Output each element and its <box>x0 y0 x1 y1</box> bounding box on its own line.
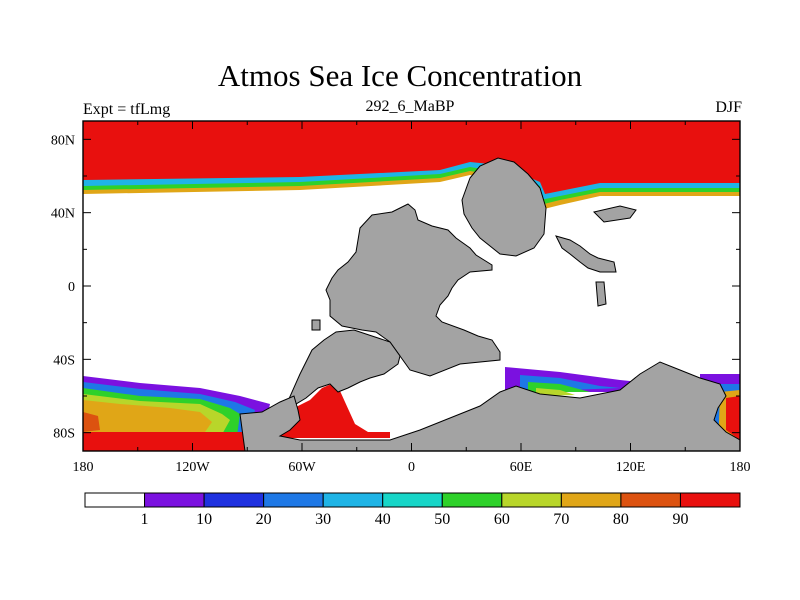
run-label: 292_6_MaBP <box>365 98 455 115</box>
x-tick-label: 60E <box>510 460 533 475</box>
land-north-america-europe-africa <box>325 203 501 377</box>
map-field <box>83 121 740 451</box>
colorbar-box <box>263 492 324 508</box>
colorbar-label: 70 <box>553 511 569 528</box>
colorbar-label: 50 <box>434 511 450 528</box>
x-tick-label: 180 <box>73 460 94 475</box>
land-south-america <box>282 329 401 412</box>
y-axis: 80N 40N 0 40S 80S <box>51 133 740 442</box>
colorbar-box <box>144 492 205 508</box>
land-north-pacific-islands <box>593 205 637 223</box>
land-asia <box>461 157 547 257</box>
south-ice-east <box>505 367 640 396</box>
colorbar-label: 90 <box>672 511 688 528</box>
colorbar-box <box>382 492 443 508</box>
x-axis: 180 120W 60W 0 60E 120E 180 <box>73 121 751 475</box>
x-tick-label: 0 <box>408 460 415 475</box>
land <box>239 157 740 451</box>
colorbar-label: 80 <box>613 511 629 528</box>
south-ice-red-patch <box>83 412 100 432</box>
colorbar-box <box>441 492 503 508</box>
land-antarctica <box>239 361 740 451</box>
colorbar-box <box>322 492 384 508</box>
colorbar-box <box>84 492 146 508</box>
land-small-island <box>595 281 607 307</box>
colorbar-box <box>679 492 741 508</box>
colorbar-label: 30 <box>315 511 331 528</box>
north-ice <box>83 121 740 210</box>
colorbar-box <box>203 492 265 508</box>
land-west-coast-island <box>311 319 321 331</box>
x-tick-label: 60W <box>288 460 316 475</box>
y-tick-label: 80S <box>53 427 75 442</box>
y-tick-label: 40S <box>53 353 75 368</box>
land-india-se-asia <box>555 235 617 273</box>
x-tick-label: 180 <box>730 460 751 475</box>
experiment-label: Expt = tfLmg <box>83 101 171 118</box>
x-tick-label: 120E <box>616 460 646 475</box>
colorbar-label: 60 <box>494 511 510 528</box>
y-tick-label: 40N <box>51 207 75 222</box>
season-label: DJF <box>715 99 742 116</box>
south-ice-east-yellow <box>536 388 575 396</box>
colorbar-label: 20 <box>256 511 272 528</box>
colorbar-label: 40 <box>375 511 391 528</box>
north-ice-band-90 <box>83 121 740 194</box>
south-ice-west <box>83 376 270 451</box>
south-ice-orange <box>83 400 212 434</box>
y-tick-label: 80N <box>51 133 75 148</box>
colorbar-label: 1 <box>141 511 149 528</box>
south-ice-fe-red <box>726 396 740 440</box>
colorbar-box <box>620 492 681 508</box>
map-title: Atmos Sea Ice Concentration <box>217 58 583 93</box>
colorbar-label: 10 <box>196 511 212 528</box>
south-ice-red-bottom <box>83 432 260 451</box>
colorbar: 1 10 20 30 40 50 60 70 80 90 <box>84 492 741 528</box>
south-ice-weddell <box>280 382 390 438</box>
y-tick-label: 0 <box>68 280 75 295</box>
x-tick-label: 120W <box>175 460 210 475</box>
colorbar-box <box>501 492 562 508</box>
colorbar-box <box>560 492 622 508</box>
